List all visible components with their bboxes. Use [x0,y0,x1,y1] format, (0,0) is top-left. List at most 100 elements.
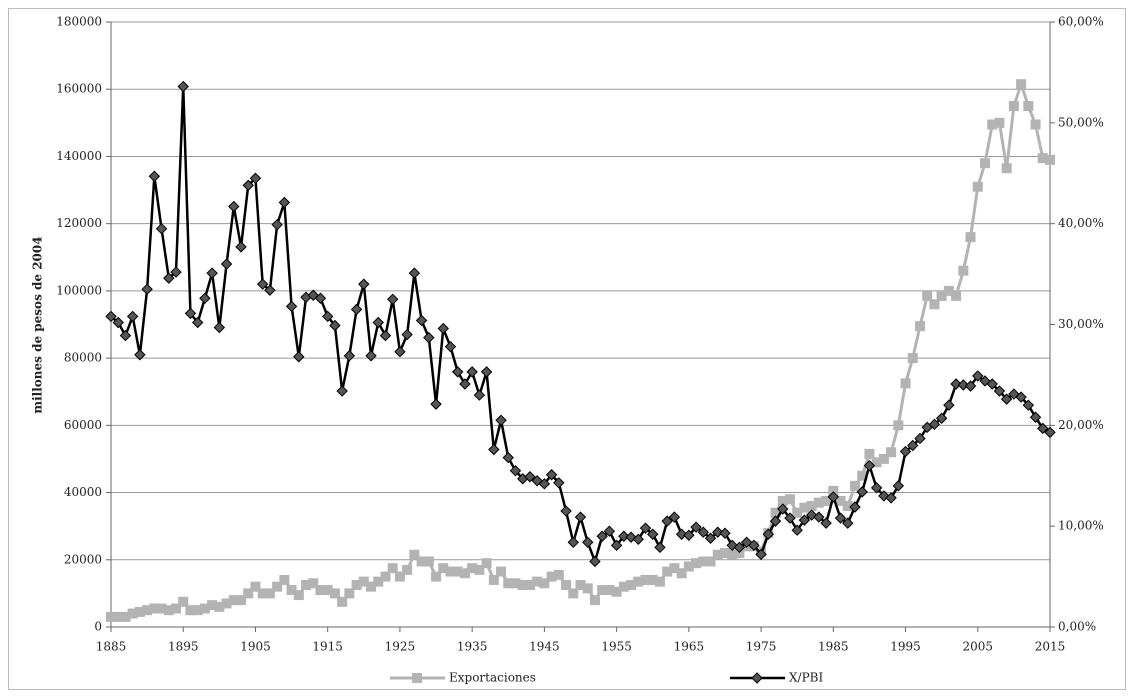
point [798,514,811,526]
point [532,576,543,587]
point [105,310,117,323]
point [683,561,694,572]
point [112,316,124,329]
legend-label: X/PBI [789,671,823,685]
y-tick-label: 120000 [56,216,102,230]
point [155,223,168,235]
point [907,439,919,452]
point [416,556,427,567]
point [935,412,948,424]
point [1037,153,1048,164]
point [1030,119,1041,130]
point [156,603,167,614]
point [986,378,998,390]
point [885,492,897,504]
point [640,574,651,585]
point [957,379,970,391]
point [177,80,189,93]
point [256,278,269,290]
point [401,328,413,341]
point [185,605,196,616]
point [445,566,456,577]
point [864,448,875,459]
x-tick-label: 1985 [818,640,849,654]
point [567,536,579,549]
point [278,196,291,209]
point [899,445,912,458]
point [849,480,860,491]
point [662,566,673,577]
x-tick-label: 2005 [962,640,993,654]
point [806,501,817,511]
point [408,267,421,279]
point [922,290,933,301]
point [423,331,435,344]
point [120,611,131,622]
point [777,503,789,515]
point [928,418,941,431]
point [531,475,543,487]
point [770,507,781,518]
point [784,494,795,505]
point [943,399,955,411]
point [654,576,665,587]
point [690,521,702,533]
point [264,588,275,599]
point [561,579,572,590]
point [820,517,832,529]
point [661,515,673,527]
point [502,451,514,464]
legend-marker [751,672,763,684]
point [965,232,976,243]
point [236,595,247,606]
point [827,491,840,503]
point [994,117,1005,128]
point [1015,391,1027,403]
point [163,605,174,616]
point [647,574,658,585]
point [857,470,868,481]
point [141,283,153,295]
point [575,579,586,590]
point [972,370,984,382]
point [676,568,687,579]
x-tick-label: 1975 [746,640,777,654]
y-tick-label: 20000 [64,552,102,566]
y2-tick-label: 10,00% [1058,519,1104,533]
point [618,530,630,542]
y-tick-label: 40000 [64,485,102,499]
point [199,603,210,614]
point [207,600,218,611]
point [1037,422,1049,435]
point [249,172,262,184]
point [893,420,904,431]
point [734,548,745,559]
x-tick-label: 1885 [96,640,127,654]
point [675,528,688,540]
point [431,571,442,582]
point [343,350,356,362]
frame [8,8,1126,690]
point [517,579,528,590]
point [958,265,969,276]
point [321,310,334,323]
point [727,549,738,560]
point [503,578,514,589]
point [127,608,138,619]
y-tick-label: 80000 [64,351,102,365]
point [553,477,565,489]
point [134,606,145,617]
y-tick-label: 180000 [56,15,102,29]
point [142,605,153,616]
point [466,366,478,378]
point [437,322,449,335]
point [148,170,161,182]
point [242,179,254,192]
point [178,596,189,607]
point [835,495,846,506]
point [849,501,861,513]
point [856,486,868,498]
point [438,563,449,574]
series-line [110,85,1051,563]
x-tick-label: 1945 [529,640,560,654]
